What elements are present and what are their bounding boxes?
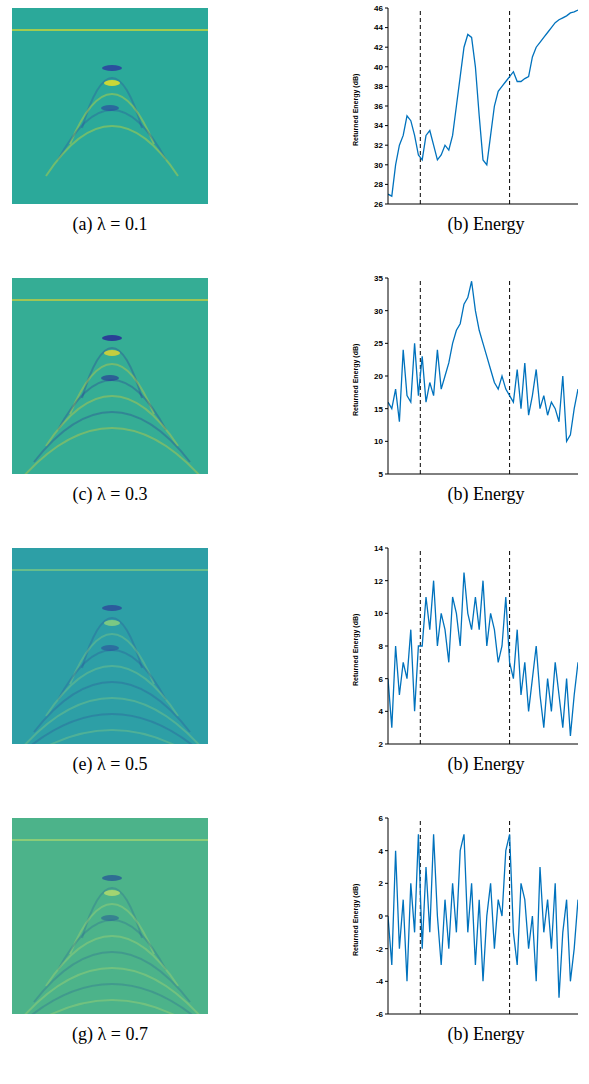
svg-text:30: 30	[374, 161, 383, 170]
html-text:(b) Energy: (b) Energy	[447, 1024, 525, 1044]
svg-text:46: 46	[374, 4, 383, 13]
svg-text:32: 32	[374, 141, 383, 150]
svg-text:Returned Energy (dB): Returned Energy (dB)	[352, 614, 360, 686]
svg-text:34: 34	[374, 121, 383, 130]
svg-text:2: 2	[379, 879, 384, 888]
svg-text:-6: -6	[376, 1010, 384, 1019]
svg-text:28: 28	[374, 180, 383, 189]
svg-text:30: 30	[374, 307, 383, 316]
svg-text:5: 5	[379, 470, 384, 479]
svg-text:25: 25	[374, 339, 383, 348]
html-text:(a) λ = 0.1: (a) λ = 0.1	[72, 214, 148, 234]
html-text:(b) Energy: (b) Energy	[447, 754, 525, 774]
html-text:(c) λ = 0.3: (c) λ = 0.3	[72, 484, 148, 504]
svg-text:42: 42	[374, 43, 383, 52]
html-text:(g) λ = 0.7: (g) λ = 0.7	[72, 1024, 148, 1044]
svg-text:Returned Energy (dB): Returned Energy (dB)	[352, 884, 360, 956]
svg-text:4: 4	[379, 707, 384, 716]
svg-text:8: 8	[379, 642, 384, 651]
svg-text:35: 35	[374, 274, 383, 283]
svg-text:12: 12	[374, 577, 383, 586]
svg-text:10: 10	[374, 437, 383, 446]
html-text:(b) Energy: (b) Energy	[447, 214, 525, 234]
html-text:(b) Energy: (b) Energy	[447, 484, 525, 504]
svg-text:6: 6	[379, 675, 384, 684]
svg-text:36: 36	[374, 102, 383, 111]
svg-text:44: 44	[374, 23, 383, 32]
svg-text:2: 2	[379, 740, 384, 749]
svg-text:15: 15	[374, 405, 383, 414]
svg-text:20: 20	[374, 372, 383, 381]
svg-text:6: 6	[379, 814, 384, 823]
svg-text:0: 0	[379, 912, 384, 921]
svg-text:14: 14	[374, 544, 383, 553]
svg-text:10: 10	[374, 609, 383, 618]
svg-text:4: 4	[379, 847, 384, 856]
svg-text:26: 26	[374, 200, 383, 209]
svg-text:-4: -4	[376, 977, 384, 986]
svg-text:Returned Energy (dB): Returned Energy (dB)	[352, 74, 360, 146]
html-text:(e) λ = 0.5: (e) λ = 0.5	[72, 754, 148, 774]
svg-text:38: 38	[374, 82, 383, 91]
svg-text:-2: -2	[376, 945, 384, 954]
svg-text:Returned Energy (dB): Returned Energy (dB)	[352, 344, 360, 416]
svg-text:40: 40	[374, 63, 383, 72]
